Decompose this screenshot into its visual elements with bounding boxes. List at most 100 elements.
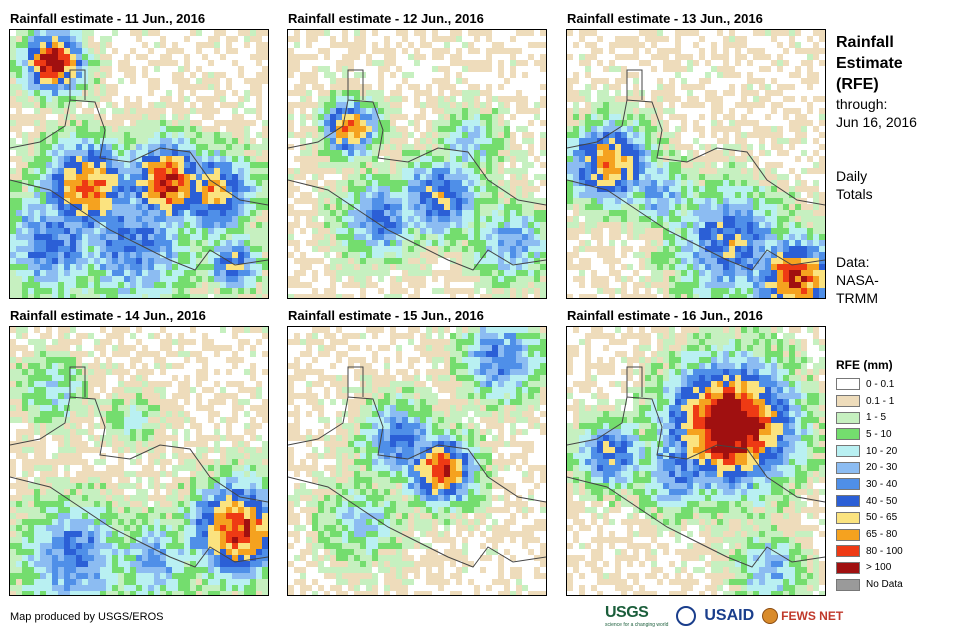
- rainfall-cell: [112, 333, 118, 339]
- rainfall-cell: [112, 204, 118, 210]
- rainfall-cell: [540, 264, 546, 270]
- rainfall-cell: [657, 48, 663, 54]
- rainfall-cell: [420, 114, 426, 120]
- rainfall-cell: [669, 156, 675, 162]
- rainfall-cell: [88, 282, 94, 288]
- rainfall-cell: [462, 120, 468, 126]
- rainfall-cell: [70, 114, 76, 120]
- rainfall-cell: [46, 357, 52, 363]
- rainfall-cell: [348, 156, 354, 162]
- rainfall-cell: [214, 150, 220, 156]
- rainfall-cell: [28, 228, 34, 234]
- rainfall-cell: [663, 270, 669, 276]
- rainfall-cell: [657, 162, 663, 168]
- rainfall-cell: [717, 108, 723, 114]
- rainfall-cell: [597, 234, 603, 240]
- rainfall-cell: [220, 174, 226, 180]
- rainfall-cell: [444, 84, 450, 90]
- rainfall-cell: [633, 210, 639, 216]
- rainfall-cell: [456, 228, 462, 234]
- rainfall-cell: [522, 270, 528, 276]
- rainfall-cell: [432, 36, 438, 42]
- rainfall-cell: [64, 42, 70, 48]
- rainfall-cell: [681, 252, 687, 258]
- rainfall-cell: [771, 198, 777, 204]
- rainfall-cell: [819, 288, 825, 294]
- map-panel-jun-13: [566, 29, 826, 299]
- rainfall-cell: [711, 276, 717, 282]
- rainfall-cell: [336, 132, 342, 138]
- rainfall-cell: [294, 282, 300, 288]
- rainfall-cell: [112, 288, 118, 294]
- rainfall-cell: [675, 258, 681, 264]
- rainfall-cell: [118, 168, 124, 174]
- rainfall-cell: [765, 252, 771, 258]
- rainfall-cell: [438, 270, 444, 276]
- rainfall-cell: [178, 84, 184, 90]
- rainfall-cell: [603, 90, 609, 96]
- rainfall-cell: [40, 369, 46, 375]
- rainfall-cell: [318, 234, 324, 240]
- rainfall-cell: [82, 186, 88, 192]
- rainfall-cell: [10, 246, 16, 252]
- rainfall-cell: [540, 288, 546, 294]
- rainfall-cell: [22, 222, 28, 228]
- rainfall-cell: [669, 204, 675, 210]
- rainfall-cell: [300, 96, 306, 102]
- rainfall-cell: [154, 294, 160, 298]
- rainfall-cell: [64, 156, 70, 162]
- rainfall-cell: [208, 144, 214, 150]
- rainfall-cell: [813, 180, 819, 186]
- rainfall-cell: [196, 282, 202, 288]
- rainfall-cell: [124, 252, 130, 258]
- rainfall-cell: [196, 150, 202, 156]
- rainfall-cell: [504, 210, 510, 216]
- rainfall-cell: [112, 252, 118, 258]
- rainfall-cell: [735, 282, 741, 288]
- rainfall-cell: [639, 156, 645, 162]
- rainfall-cell: [444, 162, 450, 168]
- rainfall-cell: [609, 252, 615, 258]
- rainfall-cell: [94, 126, 100, 132]
- rainfall-cell: [372, 48, 378, 54]
- rainfall-cell: [426, 138, 432, 144]
- rainfall-cell: [202, 84, 208, 90]
- rainfall-cell: [432, 162, 438, 168]
- rainfall-cell: [621, 192, 627, 198]
- rainfall-cell: [190, 240, 196, 246]
- rainfall-cell: [306, 294, 312, 298]
- rainfall-cell: [675, 246, 681, 252]
- rainfall-cell: [112, 84, 118, 90]
- rainfall-cell: [214, 288, 220, 294]
- rainfall-cell: [330, 132, 336, 138]
- rainfall-cell: [468, 114, 474, 120]
- rainfall-cell: [669, 84, 675, 90]
- rainfall-cell: [753, 174, 759, 180]
- rainfall-cell: [28, 54, 34, 60]
- rainfall-cell: [142, 276, 148, 282]
- rainfall-cell: [777, 270, 783, 276]
- rainfall-cell: [88, 270, 94, 276]
- rainfall-cell: [366, 204, 372, 210]
- rainfall-cell: [118, 156, 124, 162]
- rainfall-cell: [360, 168, 366, 174]
- rainfall-cell: [420, 204, 426, 210]
- rainfall-cell: [801, 228, 807, 234]
- rainfall-cell: [100, 204, 106, 210]
- rainfall-cell: [681, 54, 687, 60]
- rainfall-cell: [354, 252, 360, 258]
- rainfall-cell: [300, 108, 306, 114]
- rainfall-cell: [40, 84, 46, 90]
- rainfall-cell: [142, 216, 148, 222]
- rainfall-cell: [220, 204, 226, 210]
- rainfall-cell: [58, 114, 64, 120]
- rainfall-cell: [330, 282, 336, 288]
- rainfall-cell: [747, 210, 753, 216]
- rainfall-cell: [94, 60, 100, 66]
- rainfall-cell: [148, 198, 154, 204]
- rainfall-cell: [16, 120, 22, 126]
- rainfall-cell: [288, 240, 294, 246]
- rainfall-cell: [591, 186, 597, 192]
- rainfall-cell: [390, 180, 396, 186]
- rainfall-cell: [747, 60, 753, 66]
